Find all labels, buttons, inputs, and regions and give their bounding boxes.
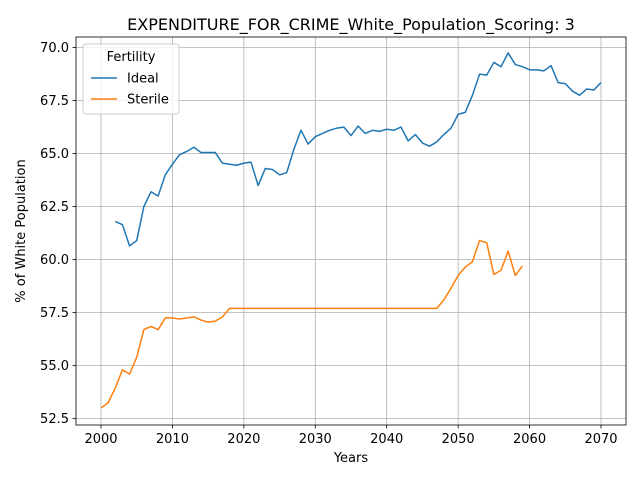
- legend: Fertility Ideal Sterile: [82, 43, 180, 115]
- series-line-ideal: [114, 52, 602, 247]
- legend-box: [82, 43, 180, 115]
- y-tick-label: 55.0: [40, 359, 69, 374]
- y-tick-label: 67.5: [40, 94, 69, 109]
- y-tick-label: 52.5: [40, 412, 69, 427]
- x-tick-label: 2070: [584, 432, 617, 447]
- grid-lines: [76, 37, 626, 425]
- y-tick-label: 70.0: [40, 41, 69, 56]
- axis-ticks: 2000 2010 2020 2030 2040 2050 2060 2070 52.5 55.0…: [40, 41, 618, 447]
- y-tick-label: 65.0: [40, 147, 69, 162]
- x-tick-label: 2010: [156, 432, 189, 447]
- chart-title: EXPENDITURE_FOR_CRIME_White_Population_S…: [127, 15, 575, 35]
- x-tick-label: 2000: [84, 432, 117, 447]
- y-tick-label: 60.0: [40, 253, 69, 268]
- series-lines: [100, 52, 602, 409]
- x-tick-label: 2040: [370, 432, 403, 447]
- x-tick-label: 2050: [442, 432, 475, 447]
- x-tick-label: 2030: [299, 432, 332, 447]
- series-line-sterile: [100, 239, 524, 409]
- legend-title: Fertility: [107, 50, 156, 65]
- x-tick-label: 2060: [513, 432, 546, 447]
- x-tick-label: 2020: [227, 432, 260, 447]
- y-axis-label: % of White Population: [14, 159, 29, 302]
- y-tick-label: 57.5: [40, 306, 69, 321]
- legend-label-ideal: Ideal: [127, 72, 159, 87]
- y-tick-label: 62.5: [40, 200, 69, 215]
- plot-area-frame: [75, 36, 627, 426]
- x-axis-label: Years: [333, 451, 369, 466]
- legend-label-sterile: Sterile: [127, 93, 169, 108]
